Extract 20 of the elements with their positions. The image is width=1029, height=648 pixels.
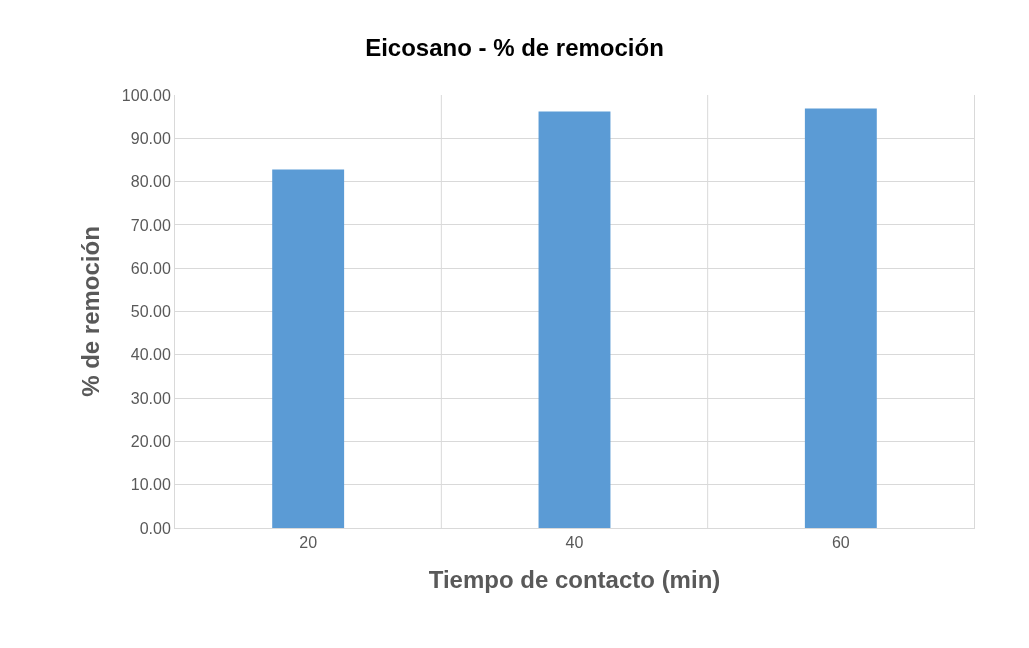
- bar: [272, 169, 345, 528]
- y-tick-label: 80.00: [130, 173, 171, 191]
- y-tick-label: 30.00: [130, 389, 171, 407]
- y-tick-label: 10.00: [130, 476, 171, 494]
- y-tick-label: 20.00: [130, 433, 171, 450]
- x-tick-label: 40: [565, 534, 584, 552]
- y-tick-label: 50.00: [130, 303, 171, 321]
- bar: [538, 111, 611, 528]
- y-tick-label: 40.00: [130, 346, 171, 364]
- x-tick-label: 60: [831, 534, 850, 552]
- x-tick-label: 20: [299, 534, 318, 552]
- x-axis-title: Tiempo de contacto (min): [428, 565, 721, 593]
- chart-title: Eicosano - % de remoción: [365, 33, 664, 61]
- y-tick-label: 70.00: [130, 216, 171, 234]
- y-tick-label: 100.00: [121, 86, 171, 104]
- y-tick-label: 60.00: [130, 259, 171, 277]
- y-tick-label: 0.00: [139, 519, 171, 537]
- bar: [804, 108, 877, 528]
- y-axis-title: % de remoción: [76, 226, 104, 397]
- y-tick-label: 90.00: [130, 129, 171, 147]
